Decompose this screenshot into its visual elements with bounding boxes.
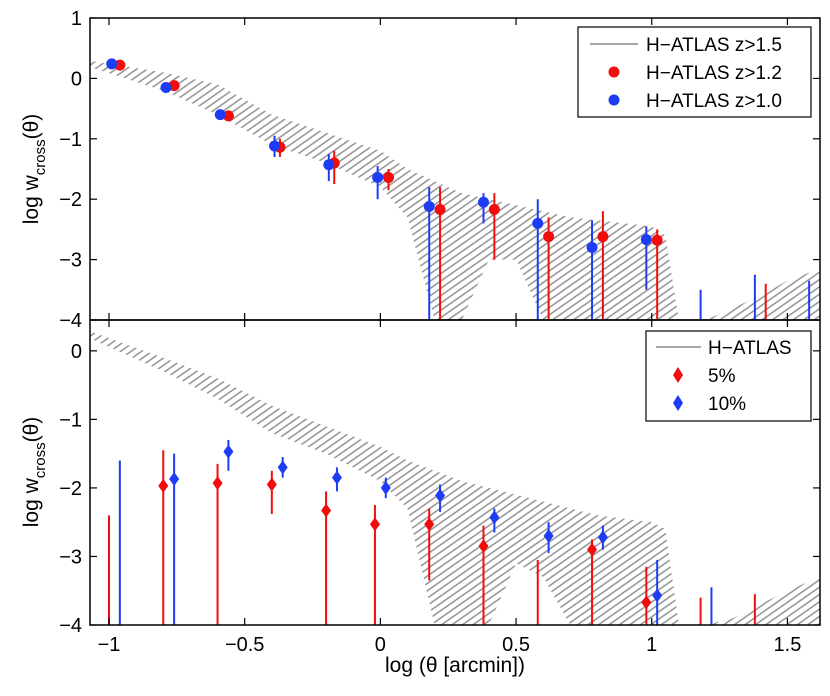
top-legend-label-z15: H−ATLAS z>1.5 [646, 35, 782, 56]
bottom-series0-point-10 [641, 595, 652, 610]
bottom-legend-label-hatlas: H−ATLAS [708, 338, 792, 359]
top-ytick-label-5: 1 [71, 8, 82, 30]
top-series1-point-8 [532, 217, 544, 229]
top-series1-point-9 [586, 242, 598, 254]
bottom-series0-point-2 [212, 476, 223, 491]
top-ytick-label-1: −3 [59, 250, 82, 272]
bottom-series1-point-2 [223, 444, 234, 459]
top-ytick-label-2: −2 [59, 189, 82, 211]
bottom-series0-point-4 [321, 503, 332, 518]
xtick-label-2: 0 [375, 634, 386, 656]
xtick-label-4: 1 [646, 634, 657, 656]
top-series1-point-2 [214, 109, 226, 121]
bottom-series1-point-7 [489, 510, 500, 525]
bottom-axes-frame [89, 319, 821, 626]
xtick-label-0: −1 [98, 634, 121, 656]
top-series0-point-7 [488, 203, 500, 215]
bottom-legend-label-10pct: 10% [708, 394, 746, 415]
bottom-ytick-label-4: 0 [71, 341, 82, 363]
top-series0-point-9 [597, 231, 609, 243]
top-series1-point-0 [106, 58, 118, 70]
top-legend-label-z10: H−ATLAS z>1.0 [646, 91, 782, 112]
bottom-series1-point-6 [435, 488, 446, 503]
top-ytick-label-3: −1 [59, 129, 82, 151]
bottom-series1-point-4 [331, 470, 342, 485]
top-legend-marker-z10 [608, 94, 620, 106]
bottom-series1-point-1 [169, 472, 180, 487]
top-panel: −4 −3 −2 −1 0 1 log wcross(θ) H−ATLAS z>1.5 H… [20, 8, 821, 332]
top-legend: H−ATLAS z>1.5 H−ATLAS z>1.2 H−ATLAS z>1.… [577, 26, 812, 118]
top-series1-point-7 [477, 196, 489, 208]
bottom-series1-point-9 [597, 530, 608, 545]
bottom-series0-point-5 [369, 517, 380, 532]
top-series1-point-1 [160, 81, 172, 93]
top-series0-point-10 [651, 234, 663, 246]
top-series0-point-8 [543, 231, 555, 243]
top-band-layer [90, 60, 820, 320]
bottom-legend-box [645, 330, 812, 422]
bottom-ytick-label-2: −2 [59, 478, 82, 500]
top-legend-marker-z12 [608, 66, 620, 78]
bottom-legend: H−ATLAS 5% 10% [645, 330, 812, 422]
bottom-series0-point-9 [587, 542, 598, 557]
bottom-marker-layer [158, 444, 663, 610]
top-series0-point-5 [383, 171, 395, 183]
x-axis-title: log (θ [arcmin]) [385, 654, 525, 677]
bottom-ytick-label-0: −4 [59, 615, 82, 637]
bottom-series1-point-8 [543, 528, 554, 543]
top-series0-point-6 [434, 203, 446, 215]
bottom-series0-point-1 [158, 478, 169, 493]
top-series1-point-10 [640, 234, 652, 246]
bottom-ytick-label-3: −1 [59, 409, 82, 431]
bottom-hatched-band [90, 331, 820, 625]
bottom-tick-layer: −4 −3 −2 −1 0 −1 −0.5 0 0.5 1 1.5 [59, 320, 820, 656]
bottom-ytick-label-1: −3 [59, 546, 82, 568]
bottom-band-layer [90, 331, 820, 625]
top-series1-point-6 [423, 200, 435, 212]
top-series1-point-3 [269, 140, 281, 152]
bottom-series0-point-6 [424, 517, 435, 532]
top-series0-point-0 [114, 59, 126, 71]
top-series1-point-4 [323, 159, 335, 171]
top-ytick-label-4: 0 [71, 68, 82, 90]
top-legend-label-z12: H−ATLAS z>1.2 [646, 63, 782, 84]
bottom-y-axis-title: log wcross(θ) [20, 417, 49, 528]
top-series0-point-2 [222, 110, 234, 122]
top-y-axis-title: log wcross(θ) [20, 114, 49, 225]
top-series1-point-5 [372, 171, 384, 183]
xtick-label-5: 1.5 [774, 634, 802, 656]
bottom-series1-point-10 [652, 588, 663, 603]
bottom-legend-marker-5pct [673, 367, 683, 383]
top-hatched-band [90, 60, 820, 320]
top-tick-layer: −4 −3 −2 −1 0 1 [59, 8, 820, 332]
bottom-legend-label-5pct: 5% [708, 366, 736, 387]
top-ytick-label-0: −4 [59, 310, 82, 332]
bottom-series0-point-3 [266, 477, 277, 492]
top-marker-layer [106, 58, 663, 254]
bottom-series1-point-5 [380, 480, 391, 495]
top-errorbar-layer [273, 135, 811, 320]
bottom-series1-point-3 [277, 460, 288, 475]
bottom-legend-marker-10pct [673, 395, 683, 411]
xtick-label-3: 0.5 [502, 634, 530, 656]
bottom-panel: −4 −3 −2 −1 0 −1 −0.5 0 0.5 1 1.5 log wcross(θ) lo… [20, 319, 821, 677]
bottom-series0-point-7 [478, 539, 489, 554]
xtick-label-1: −0.5 [225, 634, 264, 656]
